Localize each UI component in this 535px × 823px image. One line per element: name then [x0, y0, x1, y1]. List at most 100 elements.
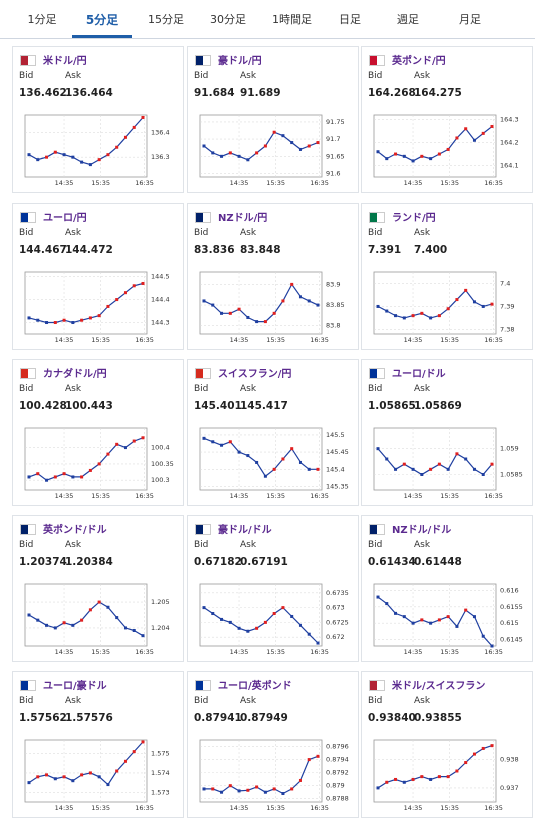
tab[interactable]: 日足: [339, 13, 361, 26]
x-tick-label: 14:35: [55, 492, 74, 500]
flag-icon: [369, 524, 385, 535]
price-point: [298, 778, 302, 782]
tab[interactable]: 30分足: [210, 13, 246, 26]
bid-value: 1.57562: [19, 712, 67, 724]
x-tick-label: 15:35: [440, 336, 459, 344]
pair-name[interactable]: ユーロ/円: [43, 213, 87, 224]
bid-label: Bid: [194, 696, 209, 706]
price-line: [28, 741, 144, 786]
price-point: [411, 621, 415, 625]
y-tick-label: 0.938: [500, 756, 519, 764]
rate-card: 米ドル/円 Bid Ask 136.462 136.464 136.4 136.3 14:35…: [12, 46, 184, 193]
x-tick-label: 16:35: [135, 336, 154, 344]
price-point: [115, 616, 119, 620]
pair-name[interactable]: 豪ドル/円: [218, 56, 262, 67]
price-point: [385, 780, 389, 784]
pair-name[interactable]: ランド/円: [392, 213, 436, 224]
price-line: [28, 437, 144, 481]
price-point: [80, 773, 84, 777]
price-point: [420, 154, 424, 158]
price-point: [62, 318, 66, 322]
price-point: [490, 644, 494, 648]
tab-bar: 1分足 5分足 15分足 30分足 1時間足 日足 週足 月足: [0, 0, 535, 39]
price-point: [281, 792, 285, 796]
price-point: [211, 151, 215, 155]
y-tick-label: 0.8794: [326, 756, 349, 764]
tab[interactable]: 週足: [397, 13, 419, 26]
pair-name[interactable]: 英ポンド/円: [392, 56, 446, 67]
price-point: [202, 144, 206, 148]
price-point: [71, 623, 75, 627]
pair-name[interactable]: 米ドル/スイスフラン: [392, 681, 486, 692]
price-point: [316, 141, 320, 145]
bid-value: 145.401: [194, 400, 242, 412]
ask-value: 0.67191: [240, 556, 288, 568]
tab[interactable]: 月足: [459, 13, 481, 26]
price-point: [446, 467, 450, 471]
price-point: [316, 641, 320, 645]
x-tick-label: 14:35: [404, 336, 423, 344]
x-tick-label: 15:35: [91, 648, 110, 656]
x-tick-label: 14:35: [55, 648, 74, 656]
price-point: [132, 750, 136, 754]
price-point: [202, 787, 206, 791]
y-tick-label: 0.8796: [326, 743, 349, 751]
pair-name[interactable]: カナダドル/円: [43, 369, 107, 380]
pair-name[interactable]: ユーロ/豪ドル: [43, 681, 107, 692]
ask-value: 136.464: [65, 87, 113, 99]
y-tick-label: 1.0585: [500, 471, 523, 479]
price-point: [36, 158, 40, 162]
pair-name[interactable]: ユーロ/ドル: [392, 369, 446, 380]
tab[interactable]: 5分足: [72, 0, 132, 38]
price-point: [437, 618, 441, 622]
price-point: [420, 311, 424, 315]
x-tick-label: 14:35: [404, 492, 423, 500]
y-tick-label: 91.65: [326, 152, 345, 160]
pair-name[interactable]: NZドル/円: [218, 213, 268, 224]
price-point: [307, 632, 311, 636]
price-line: [377, 289, 493, 319]
price-point: [132, 284, 136, 288]
price-point: [455, 624, 459, 628]
price-point: [80, 318, 84, 322]
rate-card: 豪ドル/円 Bid Ask 91.684 91.689 91.75 91.7 91.65 91.…: [187, 46, 359, 193]
price-point: [290, 787, 294, 791]
tab[interactable]: 1時間足: [272, 13, 312, 26]
price-point: [464, 288, 468, 292]
ask-label: Ask: [240, 540, 257, 550]
rate-card: スイスフラン/円 Bid Ask 145.401 145.417 145.5 145.45 1…: [187, 359, 359, 506]
price-point: [123, 626, 127, 630]
price-point: [132, 125, 136, 129]
price-point: [27, 781, 31, 785]
pair-name[interactable]: 英ポンド/ドル: [43, 525, 107, 536]
price-point: [97, 158, 101, 162]
price-point: [71, 155, 75, 159]
flag-icon: [20, 212, 36, 223]
pair-name[interactable]: スイスフラン/円: [218, 369, 292, 380]
price-point: [464, 457, 468, 461]
flag-icon: [195, 368, 211, 379]
y-tick-label: 1.575: [151, 750, 170, 758]
y-tick-label: 100.35: [151, 460, 174, 468]
y-tick-label: 0.8792: [326, 769, 349, 777]
price-point: [246, 629, 250, 633]
pair-name[interactable]: 豪ドル/ドル: [218, 525, 272, 536]
price-point: [88, 316, 92, 320]
rate-card: 米ドル/スイスフラン Bid Ask 0.93840 0.93855 0.938 0.937…: [361, 671, 533, 818]
pair-name[interactable]: NZドル/ドル: [392, 525, 452, 536]
price-point: [36, 775, 40, 779]
pair-name[interactable]: 米ドル/円: [43, 56, 87, 67]
price-point: [429, 467, 433, 471]
price-point: [290, 447, 294, 451]
mini-chart: 0.938 0.937 14:35 15:35 16:35: [373, 739, 519, 812]
price-point: [464, 608, 468, 612]
price-point: [88, 608, 92, 612]
pair-name[interactable]: ユーロ/英ポンド: [218, 681, 292, 692]
x-tick-label: 15:35: [440, 648, 459, 656]
plot-frame: [24, 739, 148, 803]
price-point: [472, 752, 476, 756]
tab[interactable]: 1分足: [27, 13, 57, 26]
tab[interactable]: 15分足: [148, 13, 184, 26]
price-point: [402, 154, 406, 158]
y-tick-label: 83.85: [326, 301, 345, 309]
